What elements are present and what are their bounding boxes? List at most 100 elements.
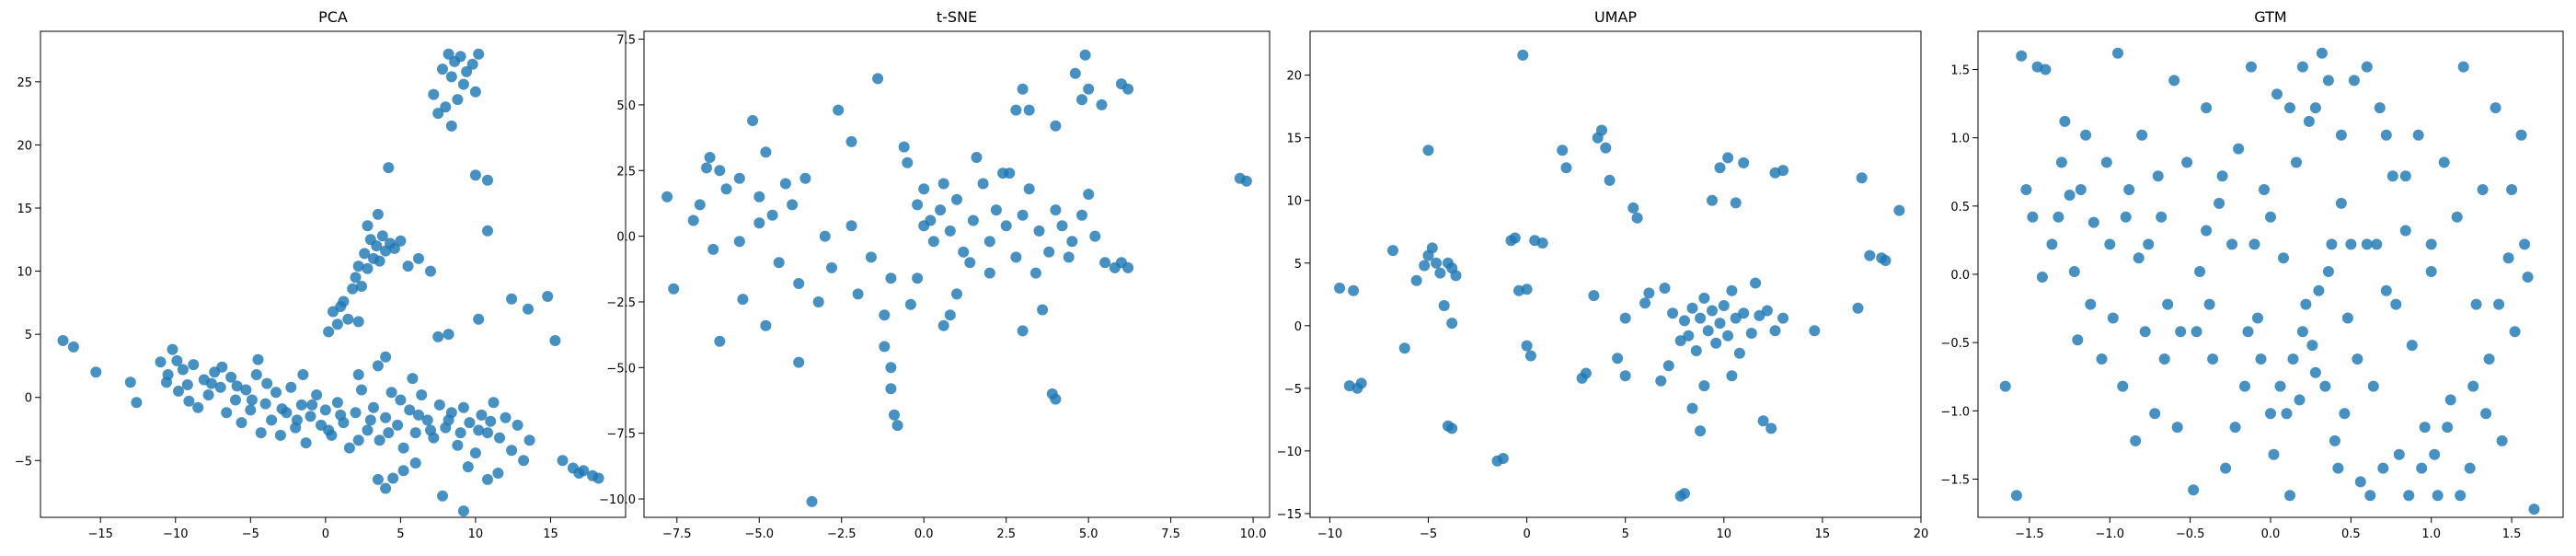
- data-point: [492, 468, 504, 479]
- data-point: [1643, 287, 1655, 299]
- data-point: [2259, 184, 2270, 195]
- data-point: [311, 389, 323, 400]
- data-point: [2139, 326, 2151, 338]
- y-tick-label: 0: [25, 392, 32, 406]
- data-point: [2399, 170, 2411, 182]
- data-point: [1698, 380, 1710, 392]
- data-point: [2168, 75, 2180, 87]
- x-tick-label: −1.5: [2015, 527, 2044, 541]
- data-point: [2158, 353, 2170, 365]
- data-point: [167, 343, 178, 355]
- data-point: [885, 362, 897, 374]
- data-point: [387, 472, 399, 484]
- data-point: [1769, 325, 1781, 337]
- data-point: [2123, 184, 2135, 195]
- data-point: [2152, 170, 2164, 182]
- data-point: [350, 272, 362, 284]
- data-point: [506, 293, 518, 305]
- data-point: [1722, 330, 1734, 342]
- data-point: [714, 335, 726, 347]
- data-point: [753, 217, 765, 229]
- data-point: [1410, 274, 1422, 286]
- data-point: [2309, 366, 2321, 378]
- data-point: [433, 399, 445, 411]
- data-point: [549, 335, 561, 346]
- data-point: [443, 48, 454, 60]
- scatter-points: [661, 49, 1252, 507]
- data-point: [1422, 145, 1434, 156]
- data-point: [760, 146, 772, 158]
- data-point: [1662, 360, 1674, 372]
- data-point: [216, 361, 228, 373]
- data-point: [2265, 211, 2276, 223]
- data-point: [2278, 252, 2289, 264]
- data-point: [202, 389, 214, 400]
- data-point: [2233, 143, 2245, 155]
- data-point: [2010, 490, 2022, 502]
- y-tick-label: −5: [15, 455, 32, 469]
- data-point: [1521, 340, 1533, 352]
- data-point: [380, 482, 392, 494]
- data-point: [445, 120, 457, 132]
- data-point: [276, 403, 288, 415]
- data-point: [2457, 61, 2469, 73]
- data-point: [2287, 353, 2299, 365]
- data-point: [990, 204, 1002, 216]
- data-point: [2425, 266, 2437, 277]
- x-tick-label: −2.5: [827, 527, 857, 541]
- data-point: [469, 169, 481, 181]
- data-point: [1733, 347, 1745, 359]
- data-point: [494, 432, 505, 444]
- x-tick-label: −5: [1420, 527, 1437, 541]
- x-tick-label: 10.0: [1240, 527, 1267, 541]
- data-point: [454, 51, 466, 63]
- y-tick-label: −15: [1277, 508, 1302, 522]
- data-point: [2296, 326, 2308, 338]
- data-point: [380, 411, 392, 423]
- data-point: [806, 495, 818, 507]
- data-point: [1348, 284, 1360, 296]
- data-point: [476, 409, 488, 421]
- data-point: [469, 447, 481, 459]
- data-point: [1777, 165, 1789, 177]
- x-tick-label: 0.0: [2261, 527, 2281, 541]
- data-point: [1999, 380, 2011, 392]
- data-point: [2416, 462, 2428, 474]
- data-point: [1852, 302, 1864, 314]
- data-point: [350, 407, 362, 419]
- x-tick-label: −1.0: [2095, 527, 2124, 541]
- chart-title: GTM: [2254, 8, 2286, 26]
- data-point: [2509, 326, 2521, 338]
- y-tick-label: 7.5: [616, 34, 636, 48]
- data-point: [523, 303, 534, 315]
- data-point: [397, 465, 409, 477]
- data-point: [1446, 318, 1458, 330]
- y-tick-label: −10: [1277, 446, 1302, 459]
- data-point: [469, 86, 481, 98]
- data-point: [1738, 307, 1750, 319]
- data-point: [799, 172, 811, 184]
- data-point: [2031, 61, 2043, 73]
- data-point: [1604, 174, 1616, 186]
- y-tick-label: 15: [17, 203, 32, 216]
- data-point: [364, 414, 376, 426]
- data-point: [2403, 490, 2415, 502]
- data-point: [214, 381, 226, 393]
- data-point: [2506, 184, 2518, 195]
- y-tick-label: 20: [17, 139, 32, 153]
- x-tick-label: 2.5: [996, 527, 1016, 541]
- data-point: [2444, 394, 2456, 406]
- data-point: [485, 415, 497, 427]
- data-point: [443, 414, 454, 426]
- data-point: [707, 243, 719, 255]
- data-point: [1524, 350, 1536, 362]
- data-point: [2352, 353, 2363, 365]
- x-tick-label: 20: [1914, 527, 1929, 541]
- data-point: [1560, 162, 1572, 174]
- y-tick-label: 10: [1286, 195, 1302, 209]
- data-point: [440, 101, 452, 113]
- y-tick-label: −1.0: [1940, 405, 1970, 419]
- data-point: [2341, 312, 2353, 324]
- data-point: [2162, 298, 2174, 310]
- data-point: [1698, 292, 1710, 304]
